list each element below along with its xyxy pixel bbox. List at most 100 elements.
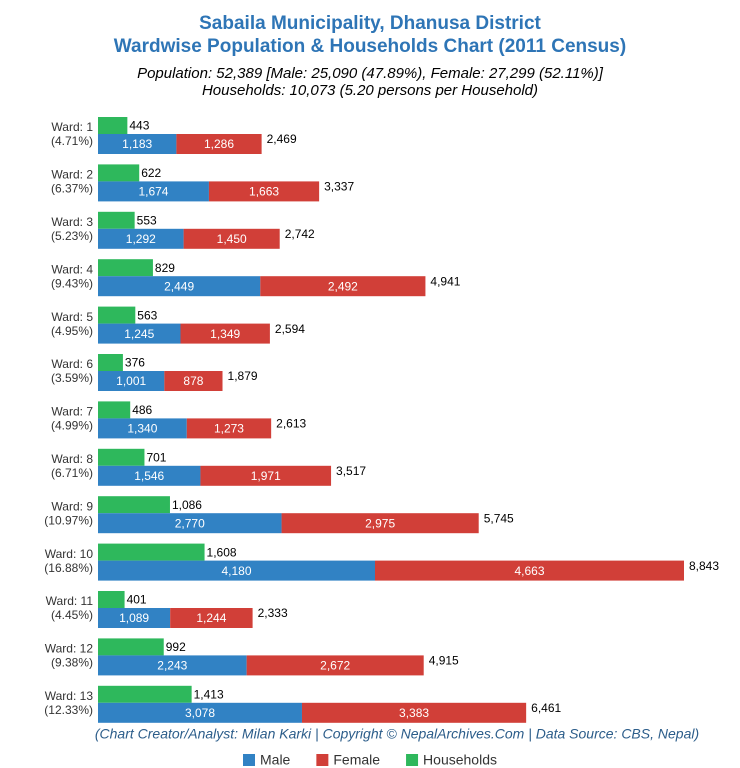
total-label: 4,915: [429, 654, 459, 668]
data-label: 622: [141, 166, 161, 180]
data-label: 1,608: [207, 545, 237, 559]
total-label: 2,742: [285, 227, 315, 241]
data-label: 829: [155, 261, 175, 275]
category-share: (16.88%): [44, 561, 93, 575]
data-label: 1,086: [172, 498, 202, 512]
total-label: 3,517: [336, 464, 366, 478]
population-bar: [98, 465, 201, 486]
population-bar: [180, 323, 270, 344]
data-label: 1,001: [116, 374, 146, 388]
data-label: 2,492: [328, 279, 358, 293]
category-label: Ward: 4: [51, 262, 93, 276]
category-label: Ward: 3: [51, 215, 93, 229]
source-note: (Chart Creator/Analyst: Milan Karki | Co…: [95, 726, 699, 742]
legend-swatch: [316, 754, 329, 766]
category-label: Ward: 8: [51, 452, 93, 466]
data-label: 3,383: [399, 706, 429, 720]
data-label: 3,078: [185, 706, 215, 720]
data-label: 4,663: [514, 564, 544, 578]
household-bar: [98, 448, 145, 466]
household-bar: [98, 211, 135, 229]
population-bar: [98, 702, 302, 723]
data-label: 4,180: [221, 564, 251, 578]
data-label: 1,663: [249, 185, 279, 199]
category-label: Ward: 7: [51, 405, 93, 419]
category-label: Ward: 10: [45, 547, 94, 561]
total-label: 3,337: [324, 180, 354, 194]
chart-title: Sabaila Municipality, Dhanusa District: [199, 13, 541, 34]
data-label: 2,243: [157, 659, 187, 673]
category-share: (5.23%): [51, 229, 93, 243]
legend-swatch: [406, 754, 419, 766]
population-bar: [186, 418, 272, 439]
category-label: Ward: 9: [51, 499, 93, 513]
category-label: Ward: 5: [51, 310, 93, 324]
category-label: Ward: 12: [45, 642, 94, 656]
data-label: 1,674: [138, 185, 168, 199]
data-label: 1,971: [251, 469, 281, 483]
category-share: (10.97%): [44, 513, 93, 527]
total-label: 8,843: [689, 559, 719, 573]
population-bar: [98, 560, 375, 581]
household-bar: [98, 117, 128, 134]
data-label: 2,449: [164, 279, 194, 293]
household-bar: [98, 591, 125, 608]
household-bar: [98, 496, 170, 514]
data-label: 1,450: [217, 232, 247, 246]
data-label: 1,245: [124, 327, 154, 341]
population-bar: [170, 608, 253, 628]
data-label: 878: [183, 374, 203, 388]
total-label: 2,613: [276, 417, 306, 431]
data-label: 1,273: [214, 422, 244, 436]
data-label: 1,183: [122, 137, 152, 151]
population-bar: [200, 465, 332, 486]
household-bar: [98, 401, 131, 419]
population-bar: [260, 276, 426, 297]
total-label: 1,879: [228, 369, 258, 383]
subtitle: Population: 52,389 [Male: 25,090 (47.89%…: [137, 65, 604, 82]
total-label: 4,941: [430, 274, 460, 288]
population-bar: [176, 134, 262, 154]
population-bar: [374, 560, 684, 581]
category-share: (4.71%): [51, 134, 93, 148]
legend-swatch: [243, 754, 255, 766]
data-label: 1,089: [119, 611, 149, 625]
population-bar: [98, 181, 209, 202]
total-label: 2,333: [258, 606, 288, 620]
data-label: 2,975: [365, 516, 395, 530]
household-bar: [98, 638, 164, 656]
household-bar: [98, 354, 123, 371]
category-label: Ward: 2: [51, 168, 93, 182]
population-bar: [98, 418, 187, 439]
category-label: Ward: 1: [51, 120, 93, 134]
data-label: 1,286: [204, 137, 234, 151]
data-label: 563: [137, 308, 157, 322]
data-label: 1,349: [210, 327, 240, 341]
population-bar: [98, 323, 181, 344]
population-bar: [98, 276, 261, 297]
legend-label: Households: [423, 752, 497, 768]
legend-label: Female: [333, 752, 380, 768]
category-share: (9.38%): [51, 656, 93, 670]
population-bar: [98, 371, 165, 391]
category-label: Ward: 11: [46, 594, 94, 608]
category-share: (4.45%): [51, 608, 93, 622]
population-bar: [98, 608, 171, 628]
chart-title: Wardwise Population & Households Chart (…: [114, 36, 626, 57]
data-label: 2,770: [175, 516, 205, 530]
total-label: 5,745: [484, 511, 514, 525]
household-bar: [98, 685, 192, 703]
data-label: 376: [125, 356, 145, 370]
data-label: 553: [137, 213, 157, 227]
category-share: (6.37%): [51, 182, 93, 196]
household-bar: [98, 259, 153, 277]
data-label: 992: [166, 640, 186, 654]
household-bar: [98, 164, 140, 182]
data-label: 1,244: [196, 611, 226, 625]
data-label: 1,340: [127, 422, 157, 436]
total-label: 2,469: [267, 132, 297, 146]
data-label: 1,292: [126, 232, 156, 246]
category-label: Ward: 6: [51, 357, 93, 371]
data-label: 486: [132, 403, 152, 417]
household-bar: [98, 306, 136, 324]
